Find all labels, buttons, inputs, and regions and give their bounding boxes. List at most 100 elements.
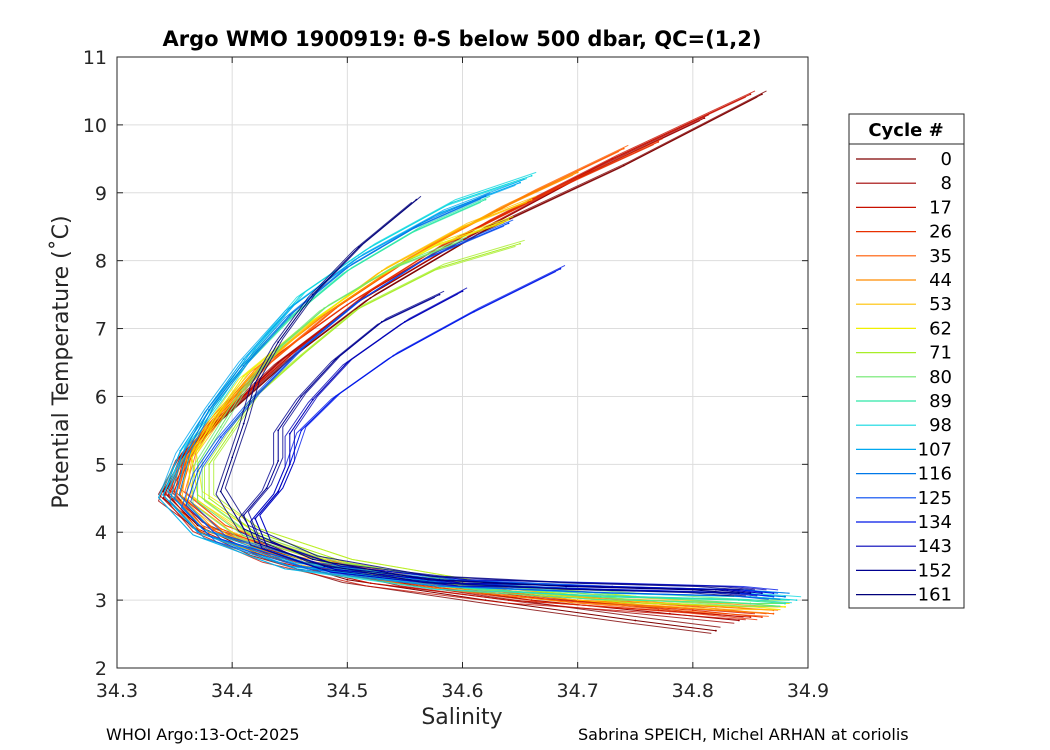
series-cycle-161 xyxy=(215,195,744,597)
data-point xyxy=(219,436,222,439)
data-point xyxy=(530,174,533,177)
data-point xyxy=(657,141,660,143)
x-tick-label: 34.3 xyxy=(96,680,138,702)
data-point xyxy=(415,225,418,228)
data-point xyxy=(703,117,706,119)
data-point xyxy=(369,246,372,249)
y-tick-label: 3 xyxy=(95,590,107,612)
data-point xyxy=(415,229,418,232)
data-point xyxy=(772,595,775,598)
data-point xyxy=(265,487,268,489)
data-point xyxy=(277,460,280,462)
data-point xyxy=(334,395,337,398)
y-tick-label: 7 xyxy=(95,319,107,341)
legend-label: 107 xyxy=(918,439,952,460)
data-point xyxy=(715,629,717,632)
data-point xyxy=(507,219,510,221)
data-point xyxy=(784,606,786,608)
series-layer xyxy=(158,90,802,634)
data-point xyxy=(219,490,222,493)
data-point xyxy=(277,490,280,493)
legend-label: 152 xyxy=(918,560,952,581)
data-point xyxy=(242,514,245,517)
data-point xyxy=(369,582,372,584)
data-point xyxy=(450,202,452,204)
data-point xyxy=(795,599,798,601)
profile-line xyxy=(250,293,758,597)
data-point xyxy=(404,320,406,323)
legend-label: 8 xyxy=(941,173,952,194)
data-point xyxy=(392,266,395,269)
data-point xyxy=(219,538,222,540)
data-point xyxy=(507,222,510,225)
data-point xyxy=(162,497,165,500)
data-point xyxy=(576,171,579,174)
data-point xyxy=(559,267,562,270)
data-point xyxy=(242,388,245,391)
data-point xyxy=(507,599,510,601)
data-point xyxy=(242,534,245,537)
data-point xyxy=(358,256,360,259)
data-point xyxy=(277,361,280,364)
data-point xyxy=(772,612,775,615)
data-point xyxy=(311,558,314,561)
data-point xyxy=(288,354,291,357)
profile-line xyxy=(220,199,739,594)
profile-line xyxy=(238,296,746,597)
data-point xyxy=(242,527,245,530)
data-point xyxy=(438,266,441,269)
data-point xyxy=(346,361,349,364)
x-tick-label: 34.4 xyxy=(211,680,253,702)
data-point xyxy=(622,147,625,150)
data-point xyxy=(173,497,176,500)
y-tick-label: 6 xyxy=(95,386,107,408)
data-point xyxy=(242,375,245,377)
data-point xyxy=(784,595,786,598)
data-point xyxy=(726,589,729,591)
data-point xyxy=(288,317,291,320)
data-point xyxy=(358,307,360,310)
profile-line xyxy=(247,290,756,591)
y-tick-label: 8 xyxy=(95,251,107,273)
data-point xyxy=(288,463,291,466)
data-point xyxy=(323,314,326,316)
profile-line xyxy=(201,236,790,601)
data-point xyxy=(277,341,280,343)
data-point xyxy=(473,310,475,313)
y-tick-label: 10 xyxy=(83,115,107,137)
data-point xyxy=(300,293,303,296)
data-point xyxy=(761,616,763,618)
x-tick-label: 34.7 xyxy=(557,680,599,702)
data-point xyxy=(461,225,464,228)
data-point xyxy=(438,212,441,215)
x-tick-label: 34.8 xyxy=(672,680,714,702)
data-point xyxy=(484,195,487,198)
data-point xyxy=(715,589,717,591)
data-point xyxy=(438,242,441,245)
data-point xyxy=(208,497,211,500)
legend-label: 71 xyxy=(929,343,952,364)
legend-label: 143 xyxy=(918,536,952,557)
y-tick-label: 2 xyxy=(95,658,107,680)
profile-line xyxy=(259,287,767,591)
data-point xyxy=(599,595,602,598)
data-point xyxy=(196,463,199,466)
data-point xyxy=(622,164,625,167)
legend-label: 17 xyxy=(929,197,952,218)
data-point xyxy=(438,293,441,296)
data-point xyxy=(219,415,222,418)
data-point xyxy=(392,354,395,357)
data-point xyxy=(288,307,291,310)
data-point xyxy=(242,422,245,425)
data-point xyxy=(738,619,740,622)
data-point xyxy=(519,242,521,245)
legend-label: 116 xyxy=(918,464,952,485)
data-point xyxy=(173,490,176,493)
profile-line xyxy=(224,195,744,591)
legend-label: 98 xyxy=(929,415,952,436)
data-point xyxy=(277,429,280,432)
profile-line xyxy=(204,245,781,607)
data-point xyxy=(749,616,752,618)
data-point xyxy=(254,382,257,384)
